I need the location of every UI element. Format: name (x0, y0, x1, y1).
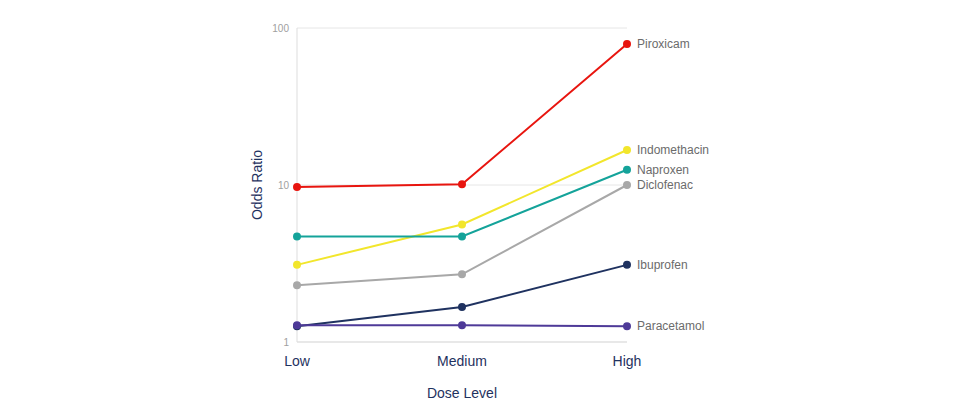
svg-text:100: 100 (272, 23, 289, 34)
svg-text:Low: Low (284, 353, 311, 369)
svg-text:10: 10 (278, 180, 290, 191)
svg-text:Dose Level: Dose Level (427, 385, 497, 401)
svg-text:1: 1 (283, 337, 289, 348)
svg-text:Naproxen: Naproxen (637, 163, 689, 177)
svg-text:Piroxicam: Piroxicam (637, 37, 690, 51)
svg-text:Diclofenac: Diclofenac (637, 178, 693, 192)
svg-text:Odds Ratio: Odds Ratio (249, 150, 265, 220)
svg-text:Paracetamol: Paracetamol (637, 319, 704, 333)
svg-text:High: High (613, 353, 642, 369)
svg-text:Medium: Medium (437, 353, 487, 369)
svg-text:Indomethacin: Indomethacin (637, 143, 709, 157)
svg-text:Ibuprofen: Ibuprofen (637, 258, 688, 272)
